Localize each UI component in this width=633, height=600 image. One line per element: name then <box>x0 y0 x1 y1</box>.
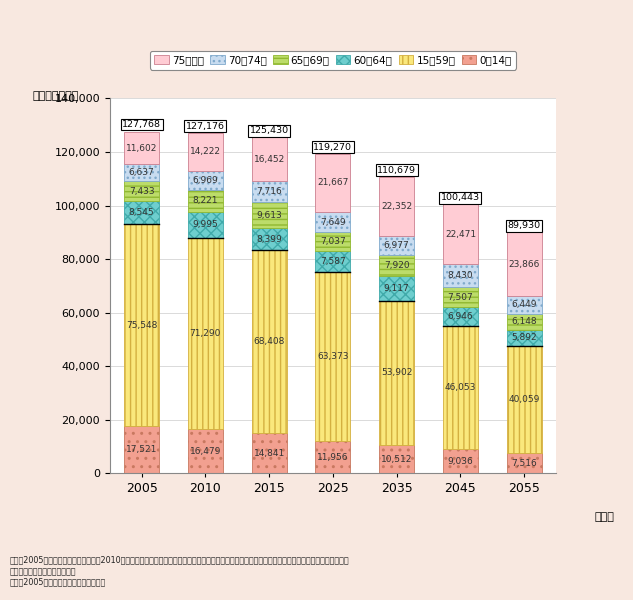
Text: 68,408: 68,408 <box>253 337 285 346</box>
Text: 119,270: 119,270 <box>313 143 353 152</box>
Text: 127,768: 127,768 <box>122 120 161 129</box>
Text: 23,866: 23,866 <box>508 260 540 269</box>
Legend: 75歳以上, 70～74歳, 65～69歳, 60～64歳, 15～59歳, 0～14歳: 75歳以上, 70～74歳, 65～69歳, 60～64歳, 15～59歳, 0… <box>150 51 516 70</box>
Text: 9,117: 9,117 <box>384 284 410 293</box>
Text: 14,841: 14,841 <box>253 449 285 458</box>
Text: 11,956: 11,956 <box>317 452 349 461</box>
Text: 6,977: 6,977 <box>384 241 410 250</box>
Bar <box>124 201 159 224</box>
Bar <box>188 171 223 190</box>
Bar <box>251 228 287 250</box>
Text: 10,512: 10,512 <box>381 455 412 464</box>
Bar <box>379 445 414 473</box>
Bar <box>379 255 414 277</box>
Bar <box>188 212 223 238</box>
Bar <box>124 181 159 201</box>
Bar <box>379 301 414 445</box>
Bar <box>251 202 287 228</box>
Bar <box>124 224 159 426</box>
Bar <box>251 250 287 433</box>
Bar <box>188 133 223 171</box>
Bar <box>315 212 351 232</box>
Text: 7,716: 7,716 <box>256 187 282 196</box>
Text: 資料：2005年は総務省「国勢調査」、2010年以降は国立社会保障・人口問題研究所「日本の将来推計人口（平成８年１２月推計）」の出生中位・死亡: 資料：2005年は総務省「国勢調査」、2010年以降は国立社会保障・人口問題研究… <box>9 555 349 564</box>
Bar <box>188 429 223 473</box>
Text: 9,036: 9,036 <box>448 457 473 466</box>
Text: 21,667: 21,667 <box>317 178 349 187</box>
Bar <box>443 449 478 473</box>
Bar <box>379 176 414 236</box>
Text: 89,930: 89,930 <box>508 221 541 230</box>
Text: 6,637: 6,637 <box>128 168 154 177</box>
Y-axis label: 総人口（千人）: 総人口（千人） <box>33 91 79 101</box>
Bar <box>506 346 542 453</box>
Bar <box>124 426 159 473</box>
Text: 7,507: 7,507 <box>448 293 473 302</box>
Bar <box>443 205 478 265</box>
Bar <box>251 181 287 202</box>
Bar <box>188 190 223 212</box>
Text: 11,602: 11,602 <box>126 143 157 152</box>
Text: 22,471: 22,471 <box>445 230 476 239</box>
Text: 40,059: 40,059 <box>508 395 540 404</box>
Text: （注）2005年の総数は年齢不詳を含む。: （注）2005年の総数は年齢不詳を含む。 <box>9 577 106 586</box>
Bar <box>379 236 414 255</box>
Bar <box>443 326 478 449</box>
Text: 7,037: 7,037 <box>320 238 346 247</box>
Text: 100,443: 100,443 <box>441 193 480 202</box>
Bar <box>315 154 351 212</box>
Text: 5,892: 5,892 <box>511 334 537 343</box>
Text: 6,449: 6,449 <box>511 301 537 310</box>
Bar <box>315 232 351 251</box>
Text: 8,221: 8,221 <box>192 196 218 205</box>
Text: 中位仮定による推計結果: 中位仮定による推計結果 <box>9 567 76 576</box>
Text: 7,587: 7,587 <box>320 257 346 266</box>
Text: 9,995: 9,995 <box>192 220 218 229</box>
Text: 16,452: 16,452 <box>253 155 285 164</box>
Text: 6,148: 6,148 <box>511 317 537 326</box>
Text: 46,053: 46,053 <box>445 383 476 392</box>
Text: 14,222: 14,222 <box>190 148 221 157</box>
Bar <box>124 164 159 181</box>
Text: 6,969: 6,969 <box>192 176 218 185</box>
Text: 8,430: 8,430 <box>448 271 473 280</box>
Text: 63,373: 63,373 <box>317 352 349 361</box>
Bar <box>443 307 478 326</box>
Bar <box>506 314 542 330</box>
Bar <box>443 265 478 287</box>
Text: 7,516: 7,516 <box>511 458 537 467</box>
Bar <box>188 238 223 429</box>
Bar <box>315 251 351 272</box>
Bar <box>315 272 351 441</box>
Bar <box>124 133 159 164</box>
Text: 127,176: 127,176 <box>186 122 225 131</box>
Text: 8,399: 8,399 <box>256 235 282 244</box>
Bar <box>251 433 287 473</box>
Text: 125,430: 125,430 <box>249 127 289 136</box>
Bar <box>506 453 542 473</box>
Text: 6,946: 6,946 <box>448 312 473 321</box>
Bar <box>506 296 542 314</box>
Text: 110,679: 110,679 <box>377 166 416 175</box>
Text: 75,548: 75,548 <box>126 320 157 329</box>
Bar <box>251 137 287 181</box>
Text: 7,649: 7,649 <box>320 218 346 227</box>
Bar <box>443 287 478 307</box>
Text: 7,920: 7,920 <box>384 261 410 270</box>
Text: 17,521: 17,521 <box>126 445 157 454</box>
Text: 53,902: 53,902 <box>381 368 412 377</box>
Bar <box>506 232 542 296</box>
Text: （年）: （年） <box>594 512 614 522</box>
Text: 8,545: 8,545 <box>128 208 154 217</box>
Text: 7,433: 7,433 <box>128 187 154 196</box>
Bar <box>379 277 414 301</box>
Text: 71,290: 71,290 <box>190 329 221 338</box>
Bar <box>506 330 542 346</box>
Text: 22,352: 22,352 <box>381 202 412 211</box>
Text: 9,613: 9,613 <box>256 211 282 220</box>
Bar <box>315 441 351 473</box>
Text: 16,479: 16,479 <box>190 446 221 455</box>
